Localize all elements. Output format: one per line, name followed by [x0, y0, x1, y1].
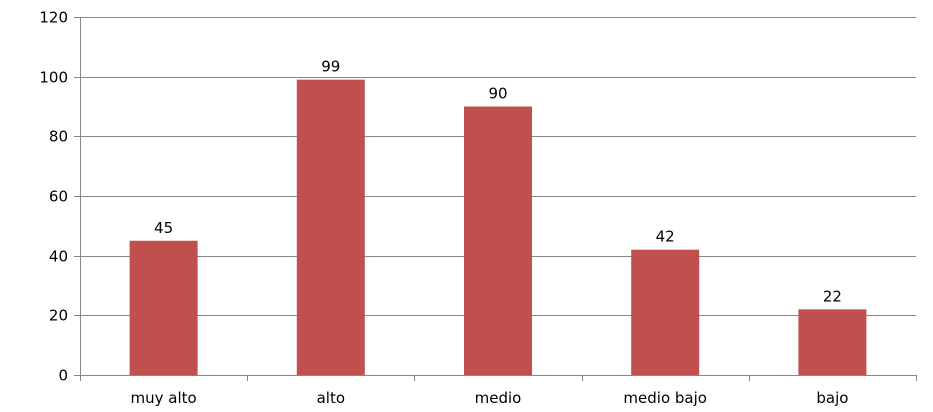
bars [129, 79, 867, 376]
axes [74, 17, 917, 381]
x-axis-category-labels: muy alto alto medio medio bajo bajo [131, 389, 849, 407]
x-axis-category-label: alto [317, 389, 345, 407]
data-label: 42 [656, 228, 675, 246]
y-axis-tick-label: 20 [49, 307, 68, 325]
bar-medio [464, 106, 532, 375]
data-label: 90 [488, 85, 507, 103]
data-label: 45 [154, 219, 173, 237]
bar-alto [296, 79, 365, 376]
y-axis-tick-label: 80 [49, 128, 68, 146]
y-axis-tick-label: 120 [39, 9, 68, 27]
y-axis-tick-label: 100 [39, 69, 68, 87]
y-axis-tick-labels: 0 20 40 60 80 100 120 [39, 9, 68, 385]
x-axis-category-label: bajo [816, 389, 848, 407]
y-axis-tick-label: 0 [58, 367, 68, 385]
y-axis-tick-label: 40 [49, 248, 68, 266]
x-axis-category-label: muy alto [131, 389, 197, 407]
bar-bajo [798, 309, 867, 375]
y-axis-tick-label: 60 [49, 188, 68, 206]
data-labels: 45 99 90 42 22 [154, 58, 842, 306]
bar-muy-alto [129, 240, 198, 375]
bar-medio-bajo [631, 249, 700, 375]
x-axis-category-label: medio bajo [623, 389, 707, 407]
x-axis-category-label: medio [475, 389, 522, 407]
data-label: 99 [321, 58, 340, 76]
data-label: 22 [823, 287, 842, 305]
